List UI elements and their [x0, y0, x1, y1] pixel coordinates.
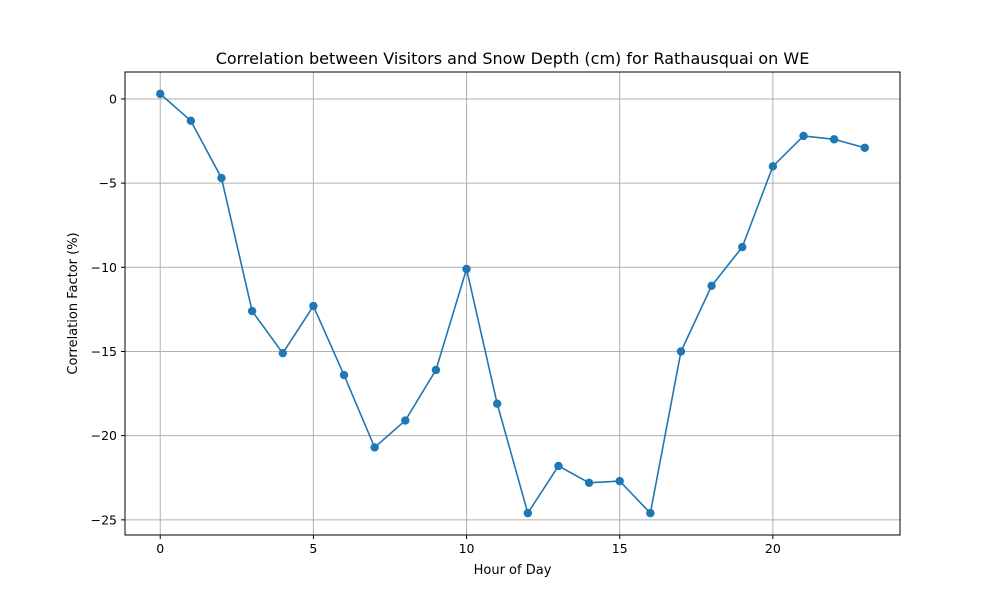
y-axis-label: Correlation Factor (%)	[66, 232, 81, 374]
y-tick-label: −15	[91, 344, 117, 359]
data-point	[676, 347, 686, 356]
data-point	[492, 399, 502, 408]
series-line	[159, 93, 865, 516]
series-layer	[156, 89, 869, 518]
data-point	[829, 135, 839, 144]
data-point	[431, 365, 441, 375]
data-point	[646, 508, 655, 518]
data-point	[615, 476, 624, 486]
x-tick-label: 5	[309, 541, 317, 556]
x-axis-label: Hour of Day	[474, 563, 552, 578]
data-point	[860, 143, 869, 152]
data-point	[462, 264, 471, 274]
data-point	[156, 89, 165, 99]
grid	[125, 72, 900, 535]
data-point	[370, 443, 379, 452]
data-point	[217, 173, 226, 183]
x-tick-label: 0	[156, 541, 164, 556]
data-point	[738, 242, 747, 252]
x-tick-label: 10	[459, 541, 475, 556]
x-axis-ticks: 0 5 10 15 20	[156, 535, 781, 556]
y-tick-label: −20	[91, 428, 117, 443]
data-point	[523, 508, 533, 518]
y-tick-label: 0	[109, 91, 117, 106]
data-point	[278, 348, 287, 358]
data-point	[339, 370, 349, 380]
data-point	[247, 306, 257, 316]
plot-frame	[124, 71, 901, 536]
y-axis-ticks: 0 −5 −10 −15 −20 −25	[91, 91, 125, 527]
data-point	[584, 478, 594, 488]
y-tick-label: −25	[91, 512, 117, 527]
data-point	[554, 461, 563, 471]
chart-title: Correlation between Visitors and Snow De…	[216, 49, 810, 68]
y-tick-label: −5	[99, 176, 117, 191]
x-tick-label: 20	[765, 541, 781, 556]
data-point	[186, 116, 196, 126]
data-point	[768, 162, 778, 171]
data-point	[401, 416, 410, 425]
y-tick-label: −10	[91, 260, 117, 275]
data-point	[707, 281, 716, 291]
data-point	[799, 131, 808, 141]
x-tick-label: 15	[612, 541, 628, 556]
data-point	[309, 301, 318, 311]
